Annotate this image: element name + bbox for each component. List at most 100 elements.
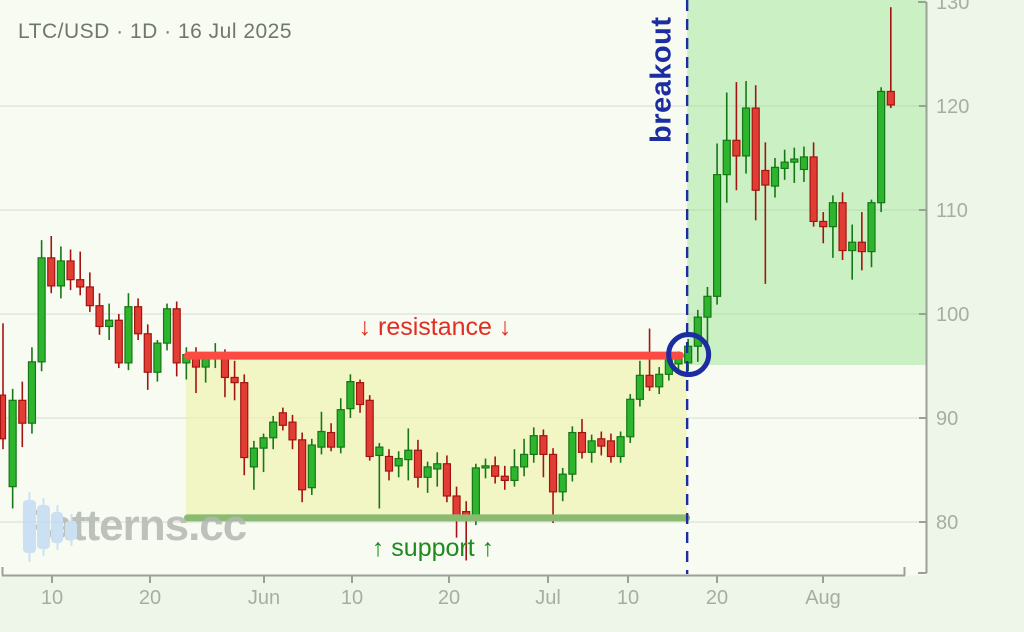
support-label: ↑ support ↑ xyxy=(371,534,495,562)
candle-body xyxy=(548,453,558,493)
bullish-candle xyxy=(790,147,799,183)
bullish-candle xyxy=(655,367,664,395)
candle-body xyxy=(433,463,442,470)
candle-body xyxy=(877,90,886,204)
bearish-candle xyxy=(413,439,423,488)
bullish-candle xyxy=(56,246,66,299)
bullish-candle xyxy=(867,199,876,268)
candle-body xyxy=(539,435,548,455)
bullish-candle xyxy=(37,240,46,372)
bearish-candle xyxy=(809,142,818,227)
candle-body xyxy=(751,107,760,191)
bearish-candle xyxy=(761,142,770,284)
bullish-candle xyxy=(404,428,413,481)
candle-body xyxy=(693,316,702,347)
candle-body xyxy=(828,202,838,228)
candle-body xyxy=(780,161,789,170)
candle-body xyxy=(519,453,529,468)
candle-body xyxy=(886,90,895,106)
candle-body xyxy=(481,465,490,469)
bullish-candle xyxy=(249,440,258,490)
support-band xyxy=(184,514,691,522)
bullish-candle xyxy=(848,224,857,280)
bearish-candle xyxy=(134,298,143,340)
bullish-candle xyxy=(433,452,442,487)
candle-body xyxy=(732,139,741,157)
bullish-candle xyxy=(799,146,809,182)
candle-body xyxy=(375,446,384,457)
candle-body xyxy=(703,295,712,318)
candle-body xyxy=(278,412,287,426)
candle-body xyxy=(317,430,326,448)
candle-body xyxy=(298,439,307,491)
bullish-candle xyxy=(616,431,625,463)
candle-body xyxy=(365,399,374,458)
candle-body xyxy=(114,319,123,364)
bearish-candle xyxy=(76,251,85,296)
candle-body xyxy=(848,241,857,252)
candle-body xyxy=(568,431,577,475)
candle-body xyxy=(124,306,133,364)
candle-body xyxy=(790,158,799,163)
candle-body xyxy=(819,220,828,228)
candle-body xyxy=(47,257,56,287)
bullish-candle xyxy=(8,388,17,509)
candle-body xyxy=(510,466,519,482)
candle-body xyxy=(307,444,316,489)
bearish-candle xyxy=(172,301,181,377)
bullish-candle xyxy=(722,92,731,203)
candle-body xyxy=(645,374,654,388)
bullish-candle xyxy=(558,467,567,502)
candle-body xyxy=(577,431,587,453)
bearish-candle xyxy=(143,324,152,390)
watermark: Patterns.cc xyxy=(20,487,247,565)
candle-body xyxy=(558,473,567,493)
candle-body xyxy=(95,305,104,328)
candle-body xyxy=(597,438,606,447)
candle-body xyxy=(85,286,94,307)
candle-body xyxy=(153,342,162,373)
candle-body xyxy=(770,166,780,187)
bearish-candle xyxy=(95,293,104,335)
candle-body xyxy=(134,306,143,335)
bearish-candle xyxy=(240,374,249,476)
bearish-candle xyxy=(577,419,587,459)
bullish-candle xyxy=(877,87,886,213)
bearish-candle xyxy=(597,431,606,456)
bearish-candle xyxy=(47,236,56,294)
bearish-candle xyxy=(886,7,895,109)
bearish-candle xyxy=(18,381,27,448)
bullish-candle xyxy=(519,438,529,477)
bearish-candle xyxy=(278,407,287,431)
candle-body xyxy=(491,465,500,477)
y-tick-label: 130 xyxy=(936,0,969,14)
bullish-candle xyxy=(481,458,490,479)
bullish-candle xyxy=(394,451,403,478)
x-tick-label: 10 xyxy=(41,587,63,609)
candle-body xyxy=(655,373,664,388)
bearish-candle xyxy=(819,212,828,244)
candle-body xyxy=(327,431,336,448)
x-tick-label: Jul xyxy=(535,587,561,609)
x-tick-label: 20 xyxy=(438,587,460,609)
candle-body xyxy=(712,174,722,297)
bearish-candle xyxy=(442,455,451,503)
x-tick-label: Jun xyxy=(248,587,280,609)
candle-body xyxy=(626,398,635,438)
bullish-candle xyxy=(587,434,596,463)
candle-body xyxy=(404,449,413,461)
bullish-candle xyxy=(828,195,838,258)
bullish-candle xyxy=(635,360,645,407)
candle-body xyxy=(394,457,403,467)
bearish-candle xyxy=(500,465,509,490)
candle-body xyxy=(8,399,17,488)
candle-body xyxy=(384,455,394,472)
candle-body xyxy=(857,241,866,253)
candle-body xyxy=(799,156,809,171)
candle-body xyxy=(56,260,66,287)
candle-body xyxy=(143,333,152,373)
candle-body xyxy=(259,437,268,449)
chart-title: LTC/USD · 1D · 16 Jul 2025 xyxy=(18,20,293,43)
candle-body xyxy=(336,409,345,448)
bullish-candle xyxy=(346,374,355,418)
